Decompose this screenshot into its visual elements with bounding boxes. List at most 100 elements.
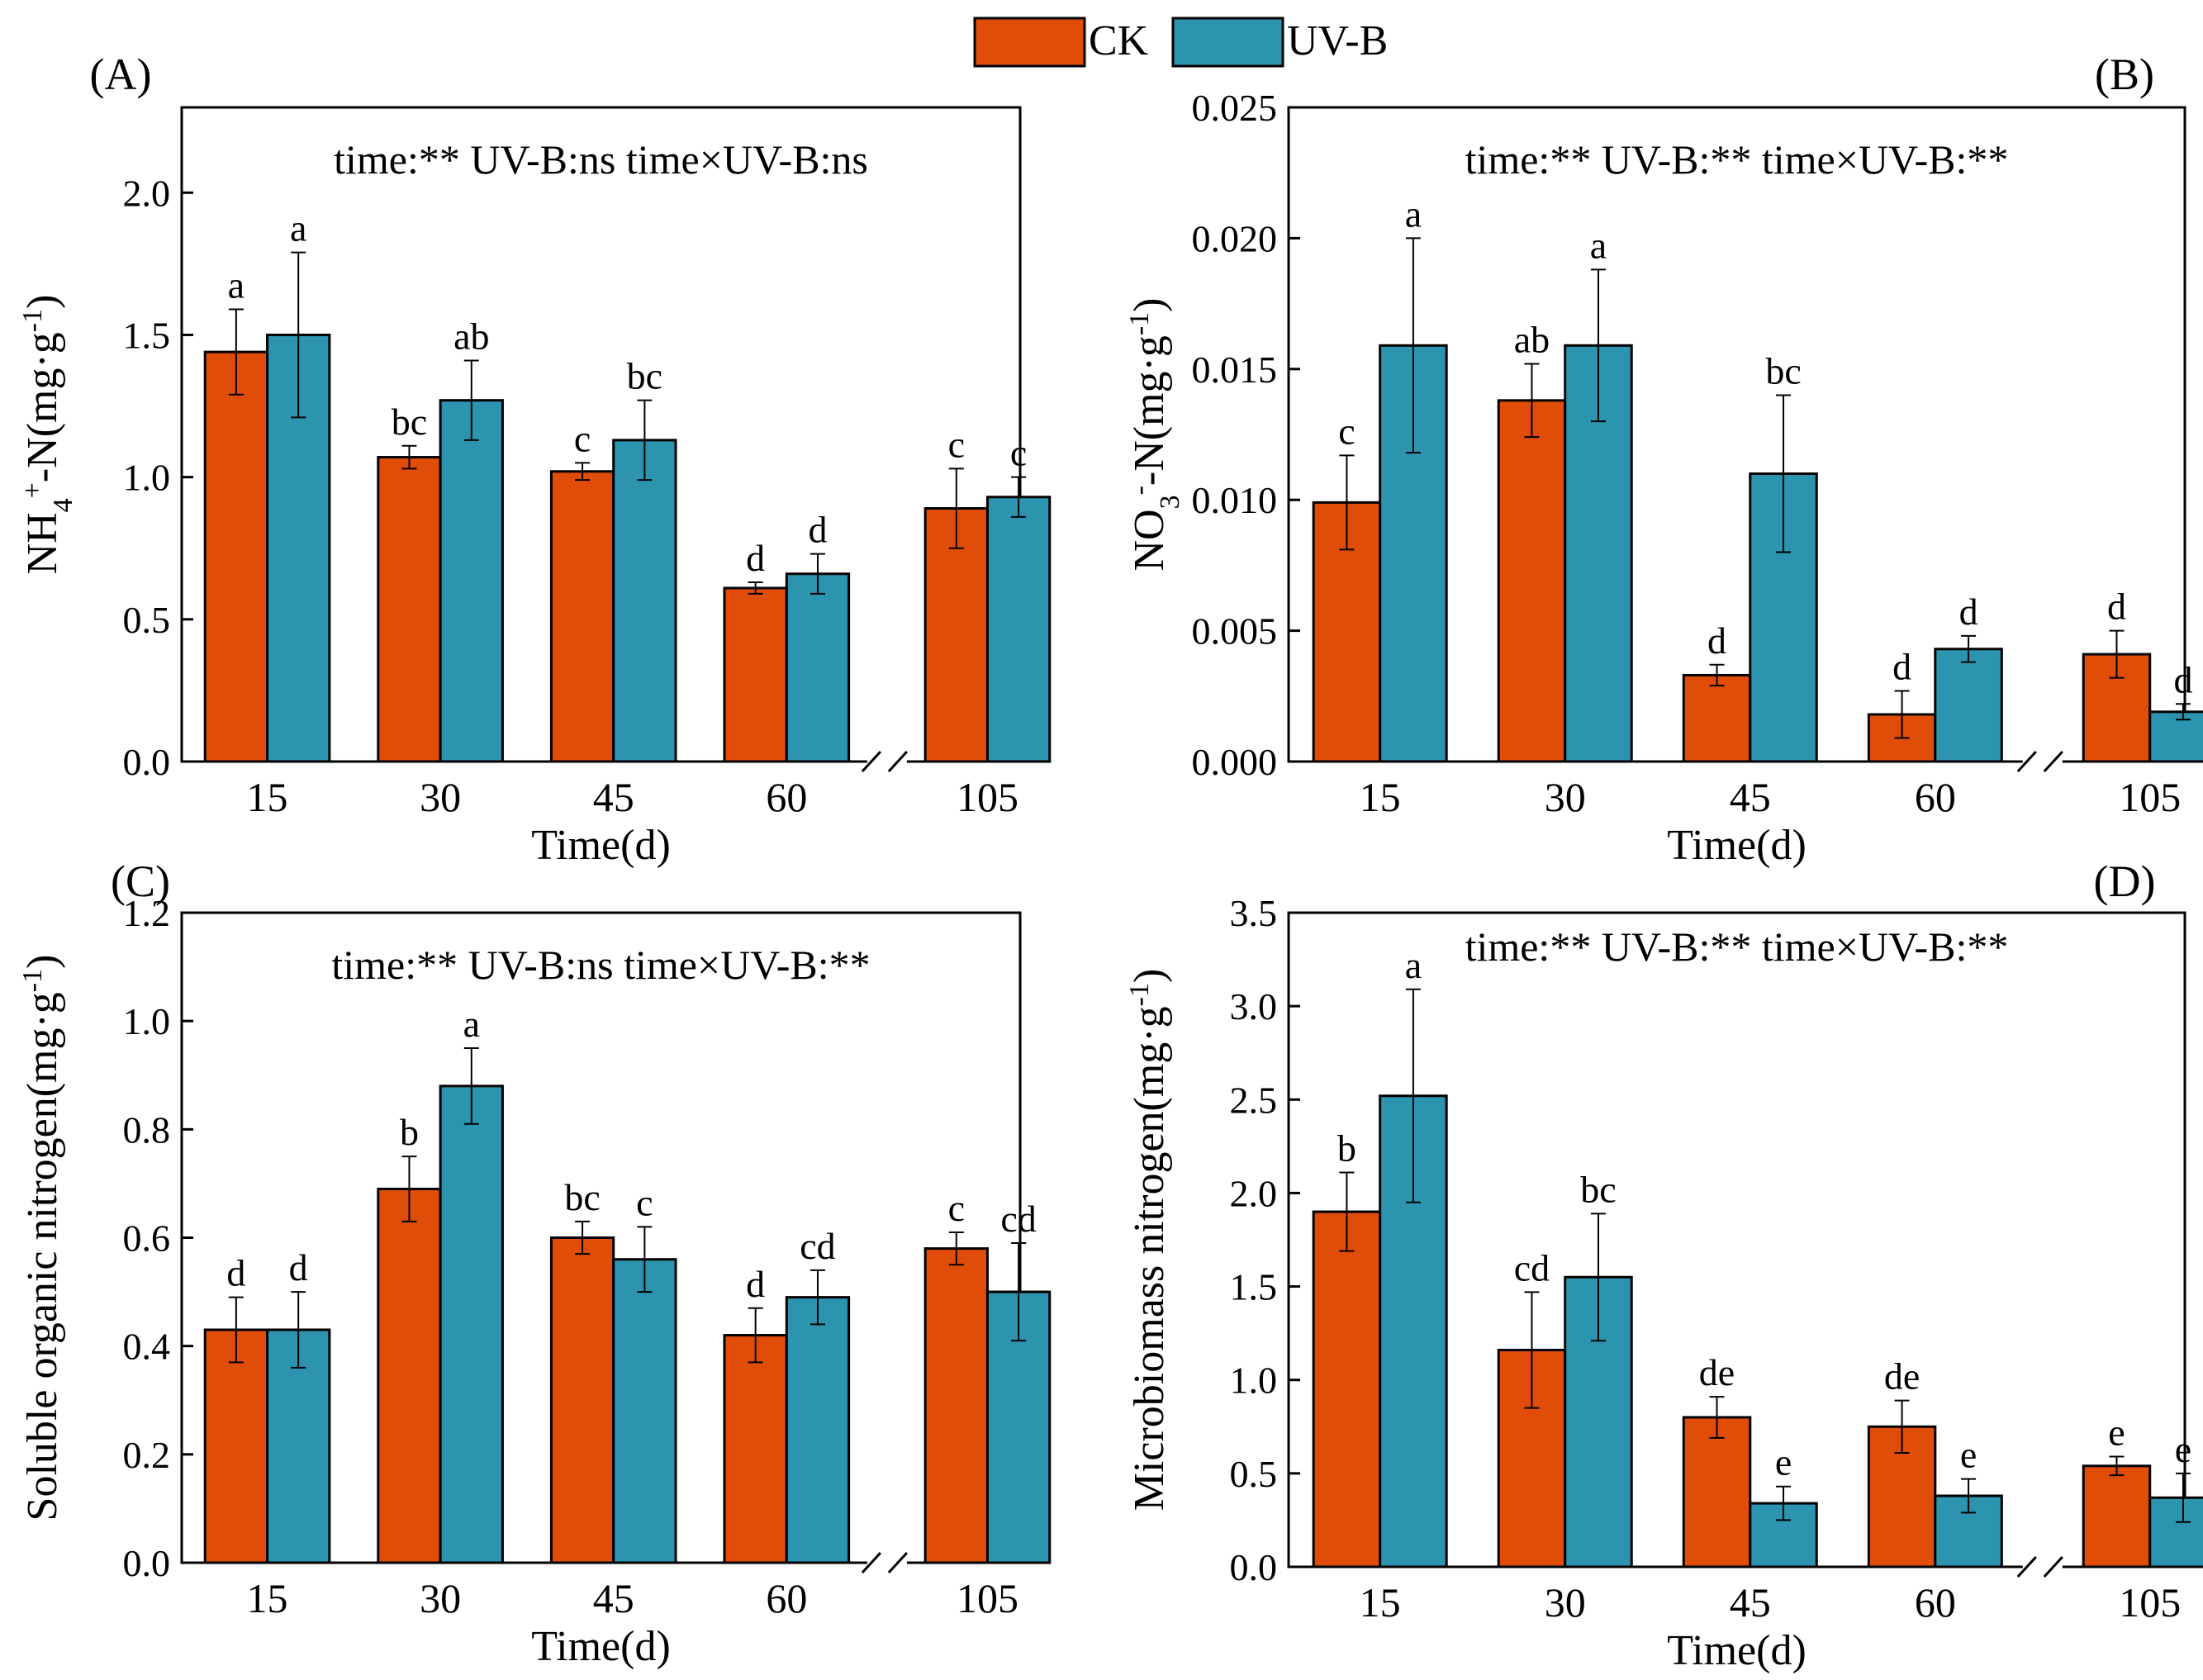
bar-ck bbox=[2082, 1464, 2152, 1568]
y-tick-label: 0.005 bbox=[1192, 610, 1278, 653]
legend-label-ck: CK bbox=[1089, 17, 1149, 64]
y-tick-label: 0.8 bbox=[123, 1108, 171, 1151]
significance-letter: cd bbox=[1000, 1198, 1036, 1240]
axis-break-mark bbox=[861, 1551, 881, 1574]
bar-ck bbox=[377, 456, 442, 763]
axis-break-gap bbox=[2022, 1555, 2063, 1578]
x-tick-label: 105 bbox=[2119, 774, 2181, 820]
axis-break-gap bbox=[2022, 750, 2063, 773]
y-tick-label: 0.5 bbox=[1230, 1453, 1278, 1495]
y-tick-label: 2.0 bbox=[123, 172, 171, 214]
y-axis-label: Microbiomass nitrogen(mg·g-1) bbox=[1124, 969, 1174, 1512]
significance-letter: d bbox=[746, 1263, 765, 1305]
y-axis-label-unit-superscript: -1 bbox=[17, 969, 48, 992]
bar-uvb bbox=[985, 496, 1052, 763]
bar-uvb bbox=[439, 399, 504, 763]
panel-label: (D) bbox=[2094, 857, 2156, 906]
legend-swatch-uvb bbox=[1171, 17, 1284, 68]
y-tick-label: 0.010 bbox=[1192, 479, 1278, 521]
bar-uvb bbox=[439, 1084, 504, 1564]
significance-letter: c bbox=[948, 1187, 965, 1229]
y-tick-label: 2.5 bbox=[1230, 1079, 1278, 1121]
y-tick-label: 0.0 bbox=[123, 1542, 171, 1584]
bar-ck bbox=[723, 1334, 788, 1564]
y-tick-label: 0.0 bbox=[123, 741, 171, 783]
y-axis-label-text: Soluble organic nitrogen(mg·g bbox=[19, 992, 66, 1521]
y-tick-label: 0.015 bbox=[1192, 349, 1278, 391]
y-axis-label-text: Microbiomass nitrogen(mg·g bbox=[1126, 1006, 1173, 1511]
significance-letter: d bbox=[808, 509, 827, 551]
significance-letter: d bbox=[1892, 645, 1911, 687]
y-axis-label-text: ) bbox=[19, 955, 66, 969]
significance-letter: bc bbox=[627, 355, 662, 397]
significance-letter: de bbox=[1884, 1355, 1920, 1398]
significance-letter: c bbox=[636, 1181, 653, 1223]
significance-letter: bc bbox=[1580, 1168, 1616, 1210]
significance-letter: ab bbox=[1514, 318, 1550, 360]
y-tick-label: 3.0 bbox=[1230, 985, 1278, 1027]
significance-letter: e bbox=[2175, 1428, 2191, 1470]
x-tick-label: 45 bbox=[1730, 774, 1771, 820]
x-axis-label: Time(d) bbox=[1667, 1627, 1807, 1674]
legend-label-uvb: UV-B bbox=[1287, 17, 1388, 64]
bar-ck bbox=[1497, 399, 1567, 763]
stats-annotation: time:** UV-B:** time×UV-B:** bbox=[1465, 136, 2009, 183]
bar-ck bbox=[549, 470, 615, 763]
y-axis-label: NH4+-N(mg·g-1) bbox=[17, 295, 78, 575]
significance-letter: e bbox=[1775, 1441, 1792, 1483]
y-axis-label-text: -N(mg·g bbox=[19, 332, 66, 482]
y-tick-label: 1.0 bbox=[1230, 1360, 1278, 1402]
bar-ck bbox=[203, 350, 269, 763]
significance-letter: a bbox=[290, 207, 306, 249]
y-tick-label: 0.025 bbox=[1192, 87, 1278, 129]
significance-letter: d bbox=[2107, 586, 2126, 628]
significance-letter: a bbox=[228, 263, 245, 306]
y-axis-label-subscript: 3 bbox=[1155, 495, 1185, 509]
panel-label: (B) bbox=[2095, 50, 2154, 99]
x-tick-label: 60 bbox=[766, 774, 807, 820]
y-tick-label: 0.4 bbox=[123, 1326, 171, 1368]
significance-letter: d bbox=[746, 537, 765, 579]
x-tick-label: 45 bbox=[1730, 1579, 1771, 1625]
chart-panel-2: 0.000 0.005 0.010 0.015 0.020 0.025 15 30 45 60 10… bbox=[1124, 50, 2203, 869]
x-tick-label: 105 bbox=[957, 1575, 1018, 1621]
significance-letter: d bbox=[1707, 619, 1726, 662]
bar-ck bbox=[549, 1236, 615, 1564]
y-axis-label-text: ) bbox=[1126, 297, 1173, 311]
bar-ck bbox=[723, 586, 788, 763]
x-tick-label: 45 bbox=[593, 1575, 634, 1621]
x-axis-label: Time(d) bbox=[1667, 822, 1807, 869]
significance-letter: c bbox=[948, 423, 965, 465]
bar-ck bbox=[1312, 1210, 1382, 1568]
significance-letter: a bbox=[1405, 192, 1422, 235]
significance-letter: bc bbox=[564, 1176, 600, 1218]
y-axis-label-subscript: 4 bbox=[48, 498, 78, 512]
y-tick-label: 0.020 bbox=[1192, 217, 1278, 259]
significance-letter: de bbox=[1699, 1351, 1735, 1393]
significance-letter: cd bbox=[800, 1225, 835, 1267]
bar-uvb bbox=[1934, 648, 2003, 763]
bar-ck bbox=[923, 1247, 989, 1564]
x-tick-label: 15 bbox=[1360, 774, 1401, 820]
significance-letter: d bbox=[289, 1246, 308, 1288]
legend: CK UV-B bbox=[973, 17, 1388, 68]
significance-letter: b bbox=[400, 1111, 419, 1153]
x-tick-label: 45 bbox=[593, 774, 634, 820]
bar-ck bbox=[377, 1187, 442, 1564]
x-tick-label: 60 bbox=[766, 1575, 807, 1621]
significance-letter: d bbox=[226, 1252, 245, 1294]
significance-letter: c bbox=[1010, 432, 1027, 474]
y-axis-label-text: -N(mg·g bbox=[1126, 335, 1173, 486]
stats-annotation: time:** UV-B:ns time×UV-B:ns bbox=[334, 136, 868, 183]
axis-break-mark bbox=[2016, 750, 2037, 773]
y-tick-label: 1.5 bbox=[1230, 1266, 1278, 1308]
y-tick-label: 0.6 bbox=[123, 1217, 171, 1260]
bar-ck bbox=[1682, 1416, 1752, 1568]
x-tick-label: 105 bbox=[2119, 1579, 2181, 1625]
y-tick-label: 2.0 bbox=[1230, 1172, 1278, 1214]
bar-ck bbox=[203, 1328, 269, 1564]
axis-break-mark bbox=[887, 1551, 908, 1574]
x-tick-label: 30 bbox=[1545, 774, 1586, 820]
x-tick-label: 30 bbox=[420, 1575, 461, 1621]
bar-uvb bbox=[785, 572, 851, 763]
